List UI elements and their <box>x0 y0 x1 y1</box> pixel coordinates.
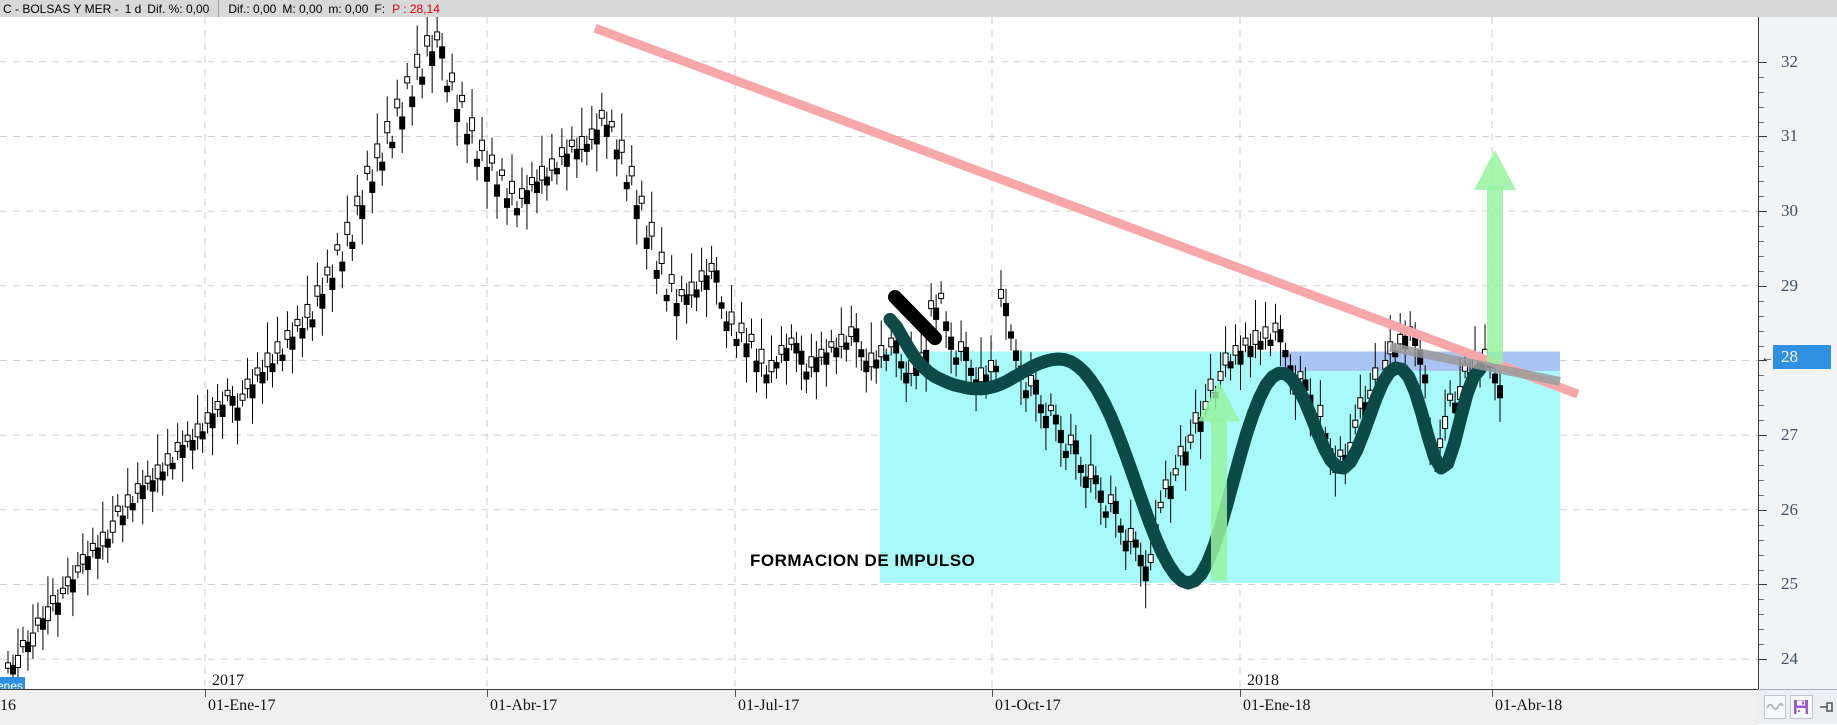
price-axis-label: 26 <box>1781 499 1798 519</box>
pin-icon[interactable] <box>1817 696 1837 718</box>
price-axis-tick <box>1759 659 1767 661</box>
price-axis-label: 25 <box>1781 574 1798 594</box>
header-timeframe: 1 d <box>124 1 142 16</box>
price-axis-minor-tick <box>1759 121 1764 123</box>
chart-plot-area[interactable]: enes FORMACION DE IMPULSO 2017 2018 <box>0 17 1758 689</box>
price-axis-label: 24 <box>1781 649 1798 669</box>
price-axis[interactable]: 24 25 26 27 29 30 31 32 28 ← <box>1758 17 1837 689</box>
price-axis-minor-tick <box>1759 375 1764 377</box>
date-axis-tick <box>487 690 488 697</box>
price-axis-minor-tick <box>1759 569 1764 571</box>
price-axis-minor-tick <box>1759 479 1764 481</box>
price-axis-minor-tick <box>1759 390 1764 392</box>
price-cursor-arrow-icon: ← <box>1761 349 1774 365</box>
date-axis[interactable]: 16 01-Ene-17 01-Abr-17 01-Jul-17 01-Oct-17 01… <box>0 689 1758 725</box>
header-divider <box>218 0 220 17</box>
price-axis-label: 32 <box>1781 51 1798 71</box>
year-marker-label: 2018 <box>1247 672 1279 689</box>
price-axis-tick <box>1759 136 1767 138</box>
price-axis-minor-tick <box>1759 300 1764 302</box>
price-axis-minor-tick <box>1759 420 1764 422</box>
price-axis-minor-tick <box>1759 614 1764 616</box>
price-axis-tick <box>1759 285 1767 287</box>
price-axis-minor-tick <box>1759 270 1764 272</box>
date-axis-label: 01-Ene-17 <box>208 697 276 714</box>
header-dif: Dif.: 0,00 <box>228 1 277 16</box>
header-min: m: 0,00 <box>328 1 369 16</box>
price-axis-label: 30 <box>1781 201 1798 221</box>
price-axis-minor-tick <box>1759 166 1764 168</box>
price-axis-minor-tick <box>1759 76 1764 78</box>
volume-axis-badge: enes <box>0 677 25 689</box>
price-axis-tick <box>1759 435 1767 437</box>
date-axis-label: 01-Abr-18 <box>1495 697 1563 714</box>
date-axis-label: 01-Ene-18 <box>1243 697 1311 714</box>
header-last-price: P : 28,14 <box>392 1 440 16</box>
price-axis-minor-tick <box>1759 644 1764 646</box>
date-axis-tick <box>1240 690 1241 697</box>
date-axis-label: 01-Jul-17 <box>738 697 800 714</box>
chart-header-bar: C - BOLSAS Y MER - 1 d Dif. %: 0,00 Dif.… <box>0 0 1837 18</box>
date-axis-label: 01-Abr-17 <box>490 697 558 714</box>
header-max: M: 0,00 <box>282 1 323 16</box>
date-axis-tick <box>735 690 736 697</box>
price-axis-minor-tick <box>1759 196 1764 198</box>
price-axis-minor-tick <box>1759 226 1764 228</box>
price-axis-minor-tick <box>1759 255 1764 257</box>
price-axis-minor-tick <box>1759 241 1764 242</box>
price-axis-minor-tick <box>1759 106 1764 108</box>
price-axis-minor-tick <box>1759 330 1764 332</box>
price-axis-label: 31 <box>1781 126 1798 146</box>
price-axis-minor-tick <box>1759 450 1764 452</box>
price-axis-minor-tick <box>1759 599 1764 601</box>
volume-axis-badge-label: enes <box>0 678 23 690</box>
price-axis-tick <box>1759 61 1767 63</box>
price-axis-tick <box>1759 584 1767 586</box>
price-axis-minor-tick <box>1759 539 1764 541</box>
price-axis-minor-tick <box>1759 554 1764 556</box>
date-axis-tick <box>205 690 206 697</box>
price-axis-minor-tick <box>1759 151 1764 153</box>
price-axis-minor-tick <box>1759 405 1764 407</box>
price-axis-label: 29 <box>1781 275 1798 295</box>
price-axis-minor-tick <box>1759 345 1764 347</box>
date-axis-tick <box>1492 690 1493 697</box>
price-axis-minor-tick <box>1759 524 1764 526</box>
price-axis-tick <box>1759 360 1767 362</box>
date-axis-label: 01-Oct-17 <box>995 697 1061 714</box>
price-axis-minor-tick <box>1759 315 1764 317</box>
price-axis-label: 27 <box>1781 425 1798 445</box>
price-axis-minor-tick <box>1759 91 1764 93</box>
wave-icon[interactable] <box>1764 695 1787 719</box>
impulse-formation-annotation: FORMACION DE IMPULSO <box>750 551 976 570</box>
date-axis-label: 16 <box>0 697 16 714</box>
current-price-badge[interactable]: 28 <box>1773 344 1831 369</box>
year-marker-label: 2017 <box>212 672 244 689</box>
price-axis-tick <box>1759 211 1767 213</box>
header-symbol: C - BOLSAS Y MER - <box>3 1 119 16</box>
header-f-label: F: <box>374 1 386 16</box>
price-axis-tick <box>1759 509 1767 511</box>
price-axis-minor-tick <box>1759 181 1764 183</box>
header-dif-pct: Dif. %: 0,00 <box>147 1 210 16</box>
price-axis-minor-tick <box>1759 494 1764 496</box>
chart-canvas <box>0 17 1758 689</box>
date-axis-tick <box>992 690 993 697</box>
price-axis-minor-tick <box>1759 629 1764 631</box>
chart-bottom-toolbar[interactable] <box>1758 689 1837 724</box>
price-axis-minor-tick <box>1759 465 1764 466</box>
save-icon[interactable] <box>1790 695 1813 719</box>
